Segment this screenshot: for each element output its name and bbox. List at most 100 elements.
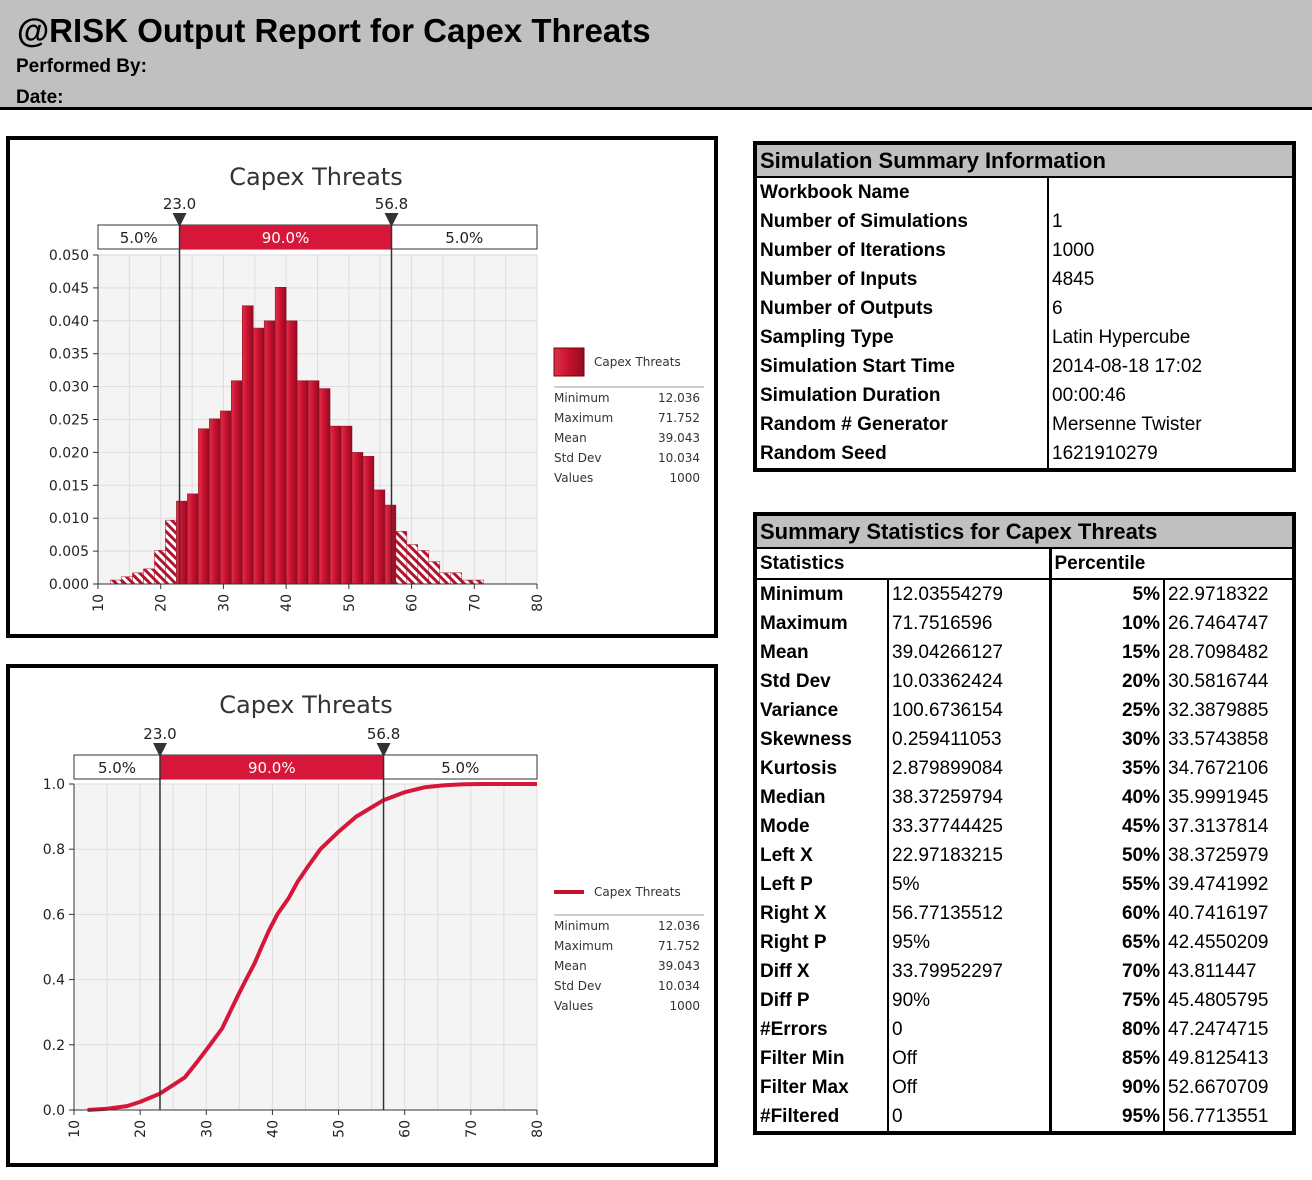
histogram-bar: [362, 456, 375, 585]
legend-stat-value: 39.043: [658, 431, 700, 445]
histogram-bar: [417, 550, 430, 585]
histogram-y-tick-label: 0.035: [49, 347, 89, 363]
histogram-right-marker-label: 56.8: [375, 195, 408, 213]
statistics-column-header: Statistics: [755, 548, 1052, 580]
stat-label: Minimum: [755, 579, 889, 609]
legend-stat-value: 1000: [669, 471, 700, 485]
percentile-value: 52.6670709: [1168, 1077, 1269, 1098]
cdf-x-tick-label: 10: [67, 1120, 83, 1138]
summary-statistics-table: Summary Statistics for Capex Threats Sta…: [753, 512, 1296, 1135]
percentile-label: 15%: [1050, 638, 1165, 667]
histogram-legend-swatch: [553, 347, 585, 377]
stat-value: 39.04266127: [888, 638, 1052, 667]
histogram-bar: [296, 380, 309, 585]
simulation-summary-title: Simulation Summary Information: [755, 143, 1294, 178]
percentile-label: 40%: [1050, 783, 1165, 812]
cdf-y-tick-label: 1.0: [43, 777, 65, 793]
percentile-label: 10%: [1050, 609, 1165, 638]
stat-value: 0.259411053: [888, 725, 1052, 754]
histogram-bar: [176, 500, 188, 585]
stat-row: Kurtosis 2.879899084 35% 34.7672106: [755, 754, 1294, 783]
stat-label: Mode: [755, 812, 889, 841]
histogram-y-tick-label: 0.020: [49, 445, 89, 461]
cdf-legend-label: Capex Threats: [594, 885, 681, 899]
sim-summary-label: Random Seed: [755, 439, 1049, 470]
sim-summary-row: Simulation Duration 00:00:46: [755, 381, 1294, 410]
histogram-y-tick-label: 0.040: [49, 314, 89, 330]
percentile-value: 47.2474715: [1168, 1019, 1269, 1040]
sim-summary-label: Sampling Type: [755, 323, 1049, 352]
stat-row: Std Dev 10.03362424 20% 30.5816744: [755, 667, 1294, 696]
histogram-x-tick-label: 50: [342, 594, 358, 612]
stat-row: Filter Max Off 90% 52.6670709: [755, 1073, 1294, 1102]
sim-summary-value: [1048, 177, 1294, 207]
cdf-x-tick-label: 70: [464, 1120, 480, 1138]
cdf-x-tick-label: 60: [398, 1120, 414, 1138]
cdf-y-tick-label: 0.4: [43, 973, 65, 989]
summary-statistics-title: Summary Statistics for Capex Threats: [755, 514, 1294, 549]
stat-row: Diff P 90% 75% 45.4805795: [755, 986, 1294, 1015]
percentile-value: 33.5743858: [1168, 729, 1269, 750]
percentile-value: 32.3879885: [1168, 700, 1269, 721]
stat-value: 2.879899084: [888, 754, 1052, 783]
percentile-value: 45.4805795: [1168, 990, 1269, 1011]
stat-row: Left X 22.97183215 50% 38.3725979: [755, 841, 1294, 870]
histogram-y-tick-label: 0.050: [49, 248, 89, 264]
cdf-x-tick-label: 40: [265, 1120, 281, 1138]
percentile-label: 55%: [1050, 870, 1165, 899]
histogram-bar: [241, 305, 254, 585]
legend-stat-label: Std Dev: [554, 451, 601, 465]
percentile-value: 42.4550209: [1168, 932, 1269, 953]
histogram-bar: [439, 572, 452, 585]
histogram-y-tick-label: 0.015: [49, 478, 89, 494]
cdf-y-tick-label: 0.0: [43, 1103, 65, 1119]
percentile-value: 30.5816744: [1168, 671, 1269, 692]
sim-summary-row: Number of Simulations 1: [755, 207, 1294, 236]
histogram-x-tick-label: 70: [467, 594, 483, 612]
stat-label: Diff X: [755, 957, 889, 986]
cdf-right-marker-label: 56.8: [367, 725, 400, 743]
stat-label: Mean: [755, 638, 889, 667]
percentile-value: 56.7713551: [1168, 1106, 1269, 1127]
legend-stat-label: Mean: [554, 959, 587, 973]
stat-value: 71.7516596: [888, 609, 1052, 638]
legend-stat-label: Maximum: [554, 939, 613, 953]
percentile-label: 30%: [1050, 725, 1165, 754]
report-header: @RISK Output Report for Capex Threats Pe…: [0, 0, 1312, 110]
histogram-x-tick-label: 60: [405, 594, 421, 612]
histogram-bar: [472, 579, 484, 585]
sim-summary-value: 1: [1052, 211, 1063, 232]
stat-value: Off: [888, 1073, 1052, 1102]
sim-summary-row: Random Seed 1621910279: [755, 439, 1294, 470]
histogram-x-tick-label: 80: [530, 594, 546, 612]
histogram-bar: [450, 572, 462, 585]
performed-by-label: Performed By:: [16, 56, 147, 77]
histogram-band-right-label: 5.0%: [445, 229, 483, 247]
percentile-value: 40.7416197: [1168, 903, 1269, 924]
sim-summary-value: Mersenne Twister: [1052, 414, 1202, 435]
report-title: @RISK Output Report for Capex Threats: [17, 12, 651, 49]
stat-row: Mode 33.37744425 45% 37.3137814: [755, 812, 1294, 841]
percentile-label: 45%: [1050, 812, 1165, 841]
sim-summary-label: Number of Outputs: [755, 294, 1049, 323]
legend-stat-label: Minimum: [554, 391, 610, 405]
histogram-y-tick-label: 0.025: [49, 413, 89, 429]
sim-summary-label: Number of Inputs: [755, 265, 1049, 294]
stat-value: 95%: [888, 928, 1052, 957]
stat-label: Filter Min: [755, 1044, 889, 1073]
legend-stat-value: 71.752: [658, 411, 700, 425]
histogram-marker-triangle: [172, 213, 187, 227]
cdf-y-tick-label: 0.2: [43, 1038, 65, 1054]
sim-summary-label: Random # Generator: [755, 410, 1049, 439]
stat-row: #Errors 0 80% 47.2474715: [755, 1015, 1294, 1044]
stat-row: Mean 39.04266127 15% 28.7098482: [755, 638, 1294, 667]
histogram-bar: [154, 550, 166, 585]
sim-summary-value: 4845: [1052, 269, 1095, 290]
histogram-bar: [263, 320, 276, 585]
percentile-label: 5%: [1050, 579, 1165, 609]
stat-value: 38.37259794: [888, 783, 1052, 812]
stat-value: 90%: [888, 986, 1052, 1015]
histogram-bar: [384, 504, 397, 585]
sim-summary-row: Simulation Start Time 2014-08-18 17:02: [755, 352, 1294, 381]
percentile-label: 65%: [1050, 928, 1165, 957]
